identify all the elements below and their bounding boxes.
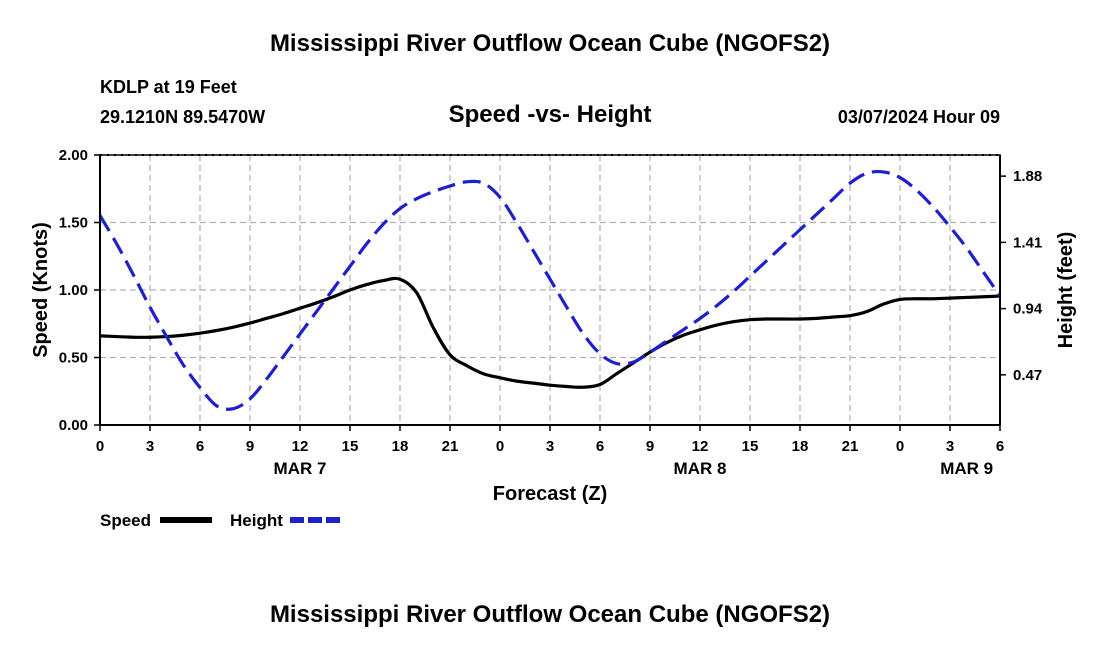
legend: Speed Height	[100, 511, 342, 530]
x-tick-label: 9	[246, 438, 254, 455]
legend-label-speed: Speed	[100, 511, 151, 530]
chart-title: Mississippi River Outflow Ocean Cube (NG…	[269, 30, 831, 57]
x-tick-label: 3	[546, 438, 554, 455]
footer-title: Mississippi River Outflow Ocean Cube (NG…	[269, 601, 831, 628]
x-tick-label: 15	[742, 438, 759, 455]
x-tick-label: 6	[196, 438, 204, 455]
y-tick-label: 0.00	[59, 417, 88, 434]
y-right-tick-label: 1.88	[1013, 168, 1042, 185]
x-tick-label: 15	[342, 438, 359, 455]
x-tick-label: 6	[596, 438, 604, 455]
ticks: 0 3 6 9 12 15 18 21 0 3 6 9 12 15 18 21 0 3 6 0.00 0.50 1.00 1…	[59, 147, 1043, 478]
height-series-line	[98, 169, 1002, 411]
y-tick-label: 2.00	[59, 147, 88, 164]
legend-label-height: Height	[230, 511, 283, 530]
y-tick-label: 1.00	[59, 282, 88, 299]
chart-subtitle: Speed -vs- Height	[448, 101, 652, 128]
x-tick-label: 21	[842, 438, 859, 455]
station-label: KDLP at 19 Feet	[100, 77, 237, 97]
y-tick-label: 0.50	[59, 350, 88, 367]
date-label: MAR 9	[940, 459, 993, 478]
y-axis-right-label: Height (feet)	[1055, 232, 1077, 349]
grid	[100, 155, 1000, 425]
x-tick-label: 18	[392, 438, 409, 455]
forecast-datetime: 03/07/2024 Hour 09	[837, 107, 1000, 127]
y-right-tick-label: 0.94	[1013, 301, 1043, 318]
date-label: MAR 7	[274, 459, 327, 478]
series-layer	[98, 169, 1002, 411]
speed-series-line	[99, 276, 1001, 389]
x-tick-label: 3	[946, 438, 954, 455]
x-tick-label: 12	[292, 438, 309, 455]
y-right-tick-label: 0.47	[1013, 367, 1042, 384]
y-tick-label: 1.50	[59, 215, 88, 232]
station-coords: 29.1210N 89.5470W	[100, 107, 266, 127]
x-tick-label: 9	[646, 438, 654, 455]
y-right-tick-label: 1.41	[1013, 234, 1042, 251]
y-axis-label: Speed (Knots)	[30, 222, 52, 358]
date-label: MAR 8	[674, 459, 727, 478]
x-tick-label: 0	[496, 438, 504, 455]
x-tick-label: 3	[146, 438, 154, 455]
x-tick-label: 6	[996, 438, 1004, 455]
x-tick-label: 12	[692, 438, 709, 455]
x-tick-label: 21	[442, 438, 459, 455]
x-tick-label: 18	[792, 438, 809, 455]
x-tick-label: 0	[96, 438, 104, 455]
x-tick-label: 0	[896, 438, 904, 455]
x-axis-label: Forecast (Z)	[493, 483, 607, 505]
